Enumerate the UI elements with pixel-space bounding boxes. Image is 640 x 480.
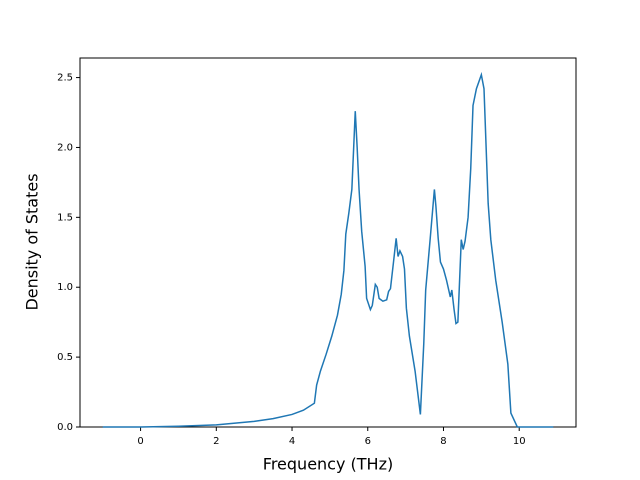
x-tick-label: 8: [440, 436, 446, 447]
x-tick-label: 10: [513, 436, 526, 447]
y-tick-label: 0.0: [57, 422, 73, 433]
data-line: [102, 71, 554, 428]
y-tick-label: 1.5: [57, 212, 73, 223]
y-axis-label: Density of States: [23, 173, 42, 310]
plot-frame: [79, 57, 577, 428]
y-tick-label: 2.0: [57, 142, 73, 153]
x-tick-label: 4: [289, 436, 295, 447]
y-tick-label: 1.0: [57, 282, 73, 293]
y-tick-label: 2.5: [57, 73, 73, 84]
x-axis-label: Frequency (THz): [263, 455, 393, 474]
y-tick-label: 0.5: [57, 352, 73, 363]
x-tick-label: 0: [137, 436, 143, 447]
x-tick-label: 2: [213, 436, 219, 447]
x-tick-label: 6: [365, 436, 371, 447]
